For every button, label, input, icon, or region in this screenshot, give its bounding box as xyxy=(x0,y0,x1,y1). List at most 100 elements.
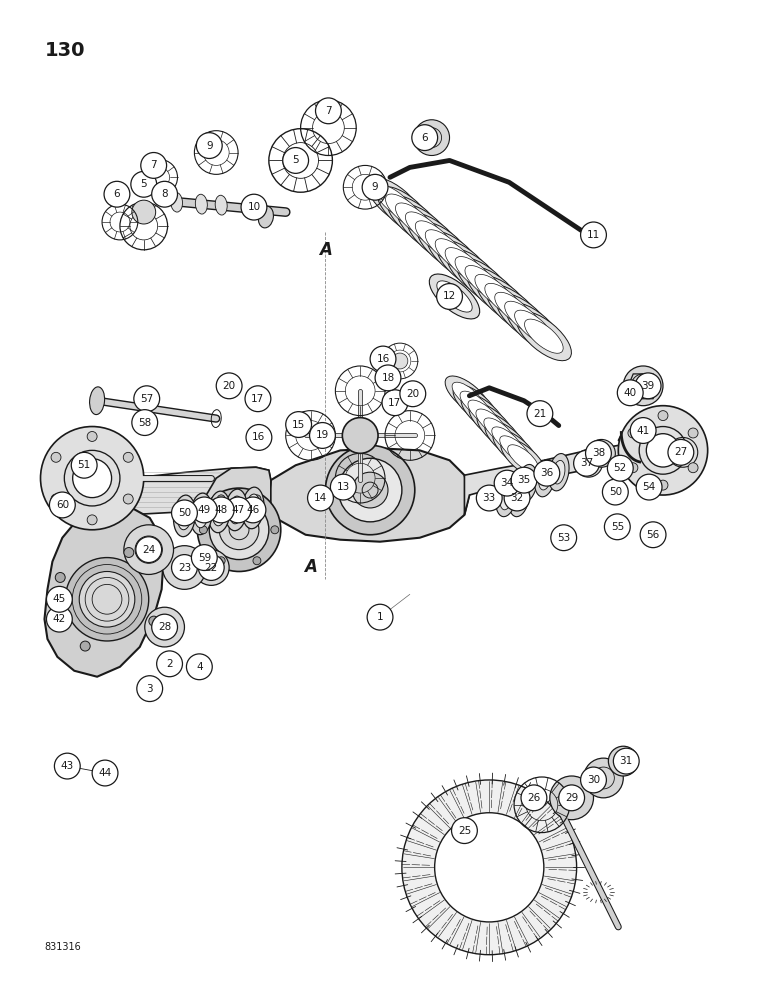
Circle shape xyxy=(132,200,156,224)
Ellipse shape xyxy=(485,283,523,318)
Circle shape xyxy=(208,497,234,523)
Ellipse shape xyxy=(445,376,489,416)
Circle shape xyxy=(382,390,408,416)
Circle shape xyxy=(310,423,335,448)
Circle shape xyxy=(46,586,73,612)
Circle shape xyxy=(352,472,388,508)
Ellipse shape xyxy=(385,194,424,228)
Text: 16: 16 xyxy=(377,354,390,364)
Text: 20: 20 xyxy=(406,389,419,399)
Ellipse shape xyxy=(453,385,498,424)
Circle shape xyxy=(392,353,408,369)
Circle shape xyxy=(623,366,663,406)
Ellipse shape xyxy=(461,394,506,433)
Ellipse shape xyxy=(215,195,227,215)
Text: A: A xyxy=(319,241,332,259)
Circle shape xyxy=(57,756,77,776)
Text: 17: 17 xyxy=(388,398,401,408)
Ellipse shape xyxy=(195,194,208,214)
Circle shape xyxy=(216,373,242,399)
Ellipse shape xyxy=(455,257,494,291)
Circle shape xyxy=(191,545,217,570)
Text: 39: 39 xyxy=(642,381,655,391)
Circle shape xyxy=(414,120,449,155)
Circle shape xyxy=(402,780,577,955)
Circle shape xyxy=(550,525,577,551)
Text: 52: 52 xyxy=(614,463,627,473)
Circle shape xyxy=(668,437,698,467)
Ellipse shape xyxy=(174,495,195,537)
Circle shape xyxy=(171,500,198,526)
Ellipse shape xyxy=(496,479,516,517)
Text: 29: 29 xyxy=(565,793,578,803)
Circle shape xyxy=(307,485,334,511)
Circle shape xyxy=(152,181,178,207)
Ellipse shape xyxy=(427,231,482,280)
Text: 5: 5 xyxy=(141,179,147,189)
Circle shape xyxy=(550,776,594,820)
Ellipse shape xyxy=(501,439,545,478)
Text: 54: 54 xyxy=(642,482,655,492)
Ellipse shape xyxy=(516,312,571,361)
Circle shape xyxy=(437,284,462,309)
Text: 50: 50 xyxy=(609,487,622,497)
Ellipse shape xyxy=(378,187,432,236)
Circle shape xyxy=(253,495,261,503)
Text: 130: 130 xyxy=(45,41,85,60)
Text: 40: 40 xyxy=(624,388,637,398)
Circle shape xyxy=(187,654,212,680)
Text: 13: 13 xyxy=(337,482,350,492)
Ellipse shape xyxy=(407,213,462,262)
Text: 36: 36 xyxy=(540,468,554,478)
Polygon shape xyxy=(63,467,271,518)
Text: A: A xyxy=(304,558,317,576)
Text: 33: 33 xyxy=(482,493,496,503)
Circle shape xyxy=(452,818,477,844)
Text: 42: 42 xyxy=(52,614,66,624)
Text: 9: 9 xyxy=(206,141,212,151)
Circle shape xyxy=(608,455,633,481)
Text: 6: 6 xyxy=(113,189,120,199)
Ellipse shape xyxy=(548,454,569,491)
Ellipse shape xyxy=(429,274,479,319)
Circle shape xyxy=(646,434,679,467)
Ellipse shape xyxy=(521,471,533,495)
Circle shape xyxy=(286,412,312,437)
Text: 28: 28 xyxy=(158,622,171,632)
Text: 22: 22 xyxy=(205,563,218,573)
Ellipse shape xyxy=(388,196,442,245)
Text: 58: 58 xyxy=(138,418,151,428)
Circle shape xyxy=(511,467,537,493)
Circle shape xyxy=(338,458,402,522)
Circle shape xyxy=(494,470,520,496)
Circle shape xyxy=(330,474,356,500)
Text: 1: 1 xyxy=(377,612,384,622)
Text: 19: 19 xyxy=(316,430,329,440)
Text: 12: 12 xyxy=(443,291,456,301)
Circle shape xyxy=(658,480,668,490)
Ellipse shape xyxy=(395,203,434,237)
Circle shape xyxy=(608,746,638,776)
Text: 8: 8 xyxy=(161,189,168,199)
Ellipse shape xyxy=(437,240,492,289)
Circle shape xyxy=(217,557,225,565)
Circle shape xyxy=(635,373,661,399)
Circle shape xyxy=(80,641,90,651)
Ellipse shape xyxy=(505,301,543,335)
Text: 50: 50 xyxy=(178,508,191,518)
Ellipse shape xyxy=(397,204,452,253)
Ellipse shape xyxy=(506,303,561,352)
Polygon shape xyxy=(203,467,271,565)
Circle shape xyxy=(245,386,271,412)
Circle shape xyxy=(602,479,628,505)
Ellipse shape xyxy=(191,493,212,535)
Text: 59: 59 xyxy=(198,553,211,563)
Circle shape xyxy=(581,222,606,248)
Text: 27: 27 xyxy=(674,447,688,457)
Ellipse shape xyxy=(485,421,530,460)
Text: 45: 45 xyxy=(52,594,66,604)
Text: 53: 53 xyxy=(557,533,571,543)
Circle shape xyxy=(574,450,599,476)
Text: 60: 60 xyxy=(56,500,69,510)
Ellipse shape xyxy=(500,486,513,510)
